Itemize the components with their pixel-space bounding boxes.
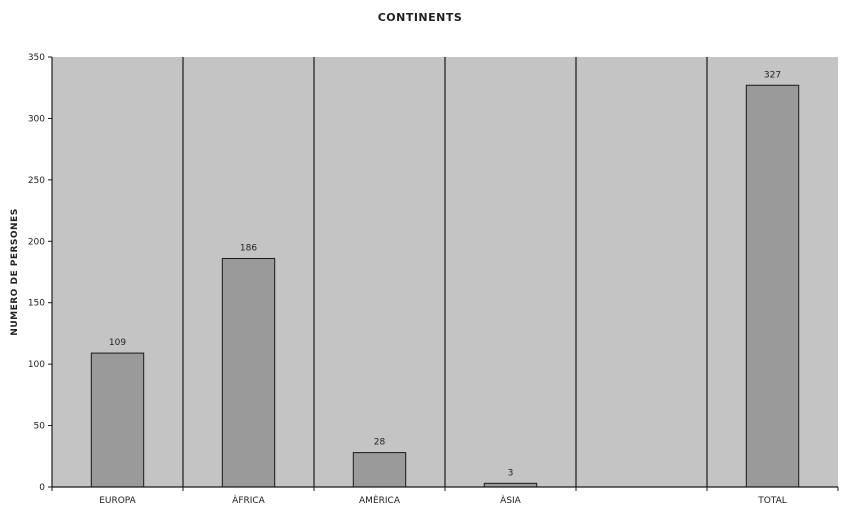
data-label: 28 <box>374 438 386 448</box>
data-label: 327 <box>764 70 781 80</box>
data-labels: 109 186 28 3 327 <box>109 70 781 478</box>
y-tick-label: 50 <box>34 422 46 432</box>
bars <box>90 84 800 488</box>
x-tick-label: ÀSIA <box>500 494 522 505</box>
x-tick-label: AMÈRICA <box>359 494 401 505</box>
data-label: 3 <box>508 468 514 478</box>
y-tick-label: 250 <box>28 176 45 186</box>
x-axis: EUROPA ÀFRICA AMÈRICA ÀSIA TOTAL <box>51 486 839 505</box>
y-tick-label: 200 <box>28 237 45 247</box>
x-tick-label: ÀFRICA <box>232 494 266 505</box>
y-tick-label: 0 <box>39 483 45 493</box>
bar <box>745 84 800 488</box>
bar <box>90 352 145 488</box>
y-tick-label: 350 <box>28 53 45 63</box>
x-tick-label: TOTAL <box>757 496 787 505</box>
chart-title: CONTINENTS <box>378 11 463 24</box>
data-label: 186 <box>240 243 257 253</box>
y-axis-title: NUMERO DE PERSONES <box>10 208 20 335</box>
data-label: 109 <box>109 338 126 348</box>
x-tick-label: EUROPA <box>99 496 136 505</box>
bar <box>221 257 276 488</box>
y-tick-label: 150 <box>28 299 45 309</box>
y-tick-label: 300 <box>28 114 45 124</box>
y-axis: 0 50 100 150 200 250 300 350 <box>28 53 53 493</box>
bar <box>352 452 407 488</box>
category-separators <box>182 57 708 487</box>
y-tick-label: 100 <box>28 360 45 370</box>
